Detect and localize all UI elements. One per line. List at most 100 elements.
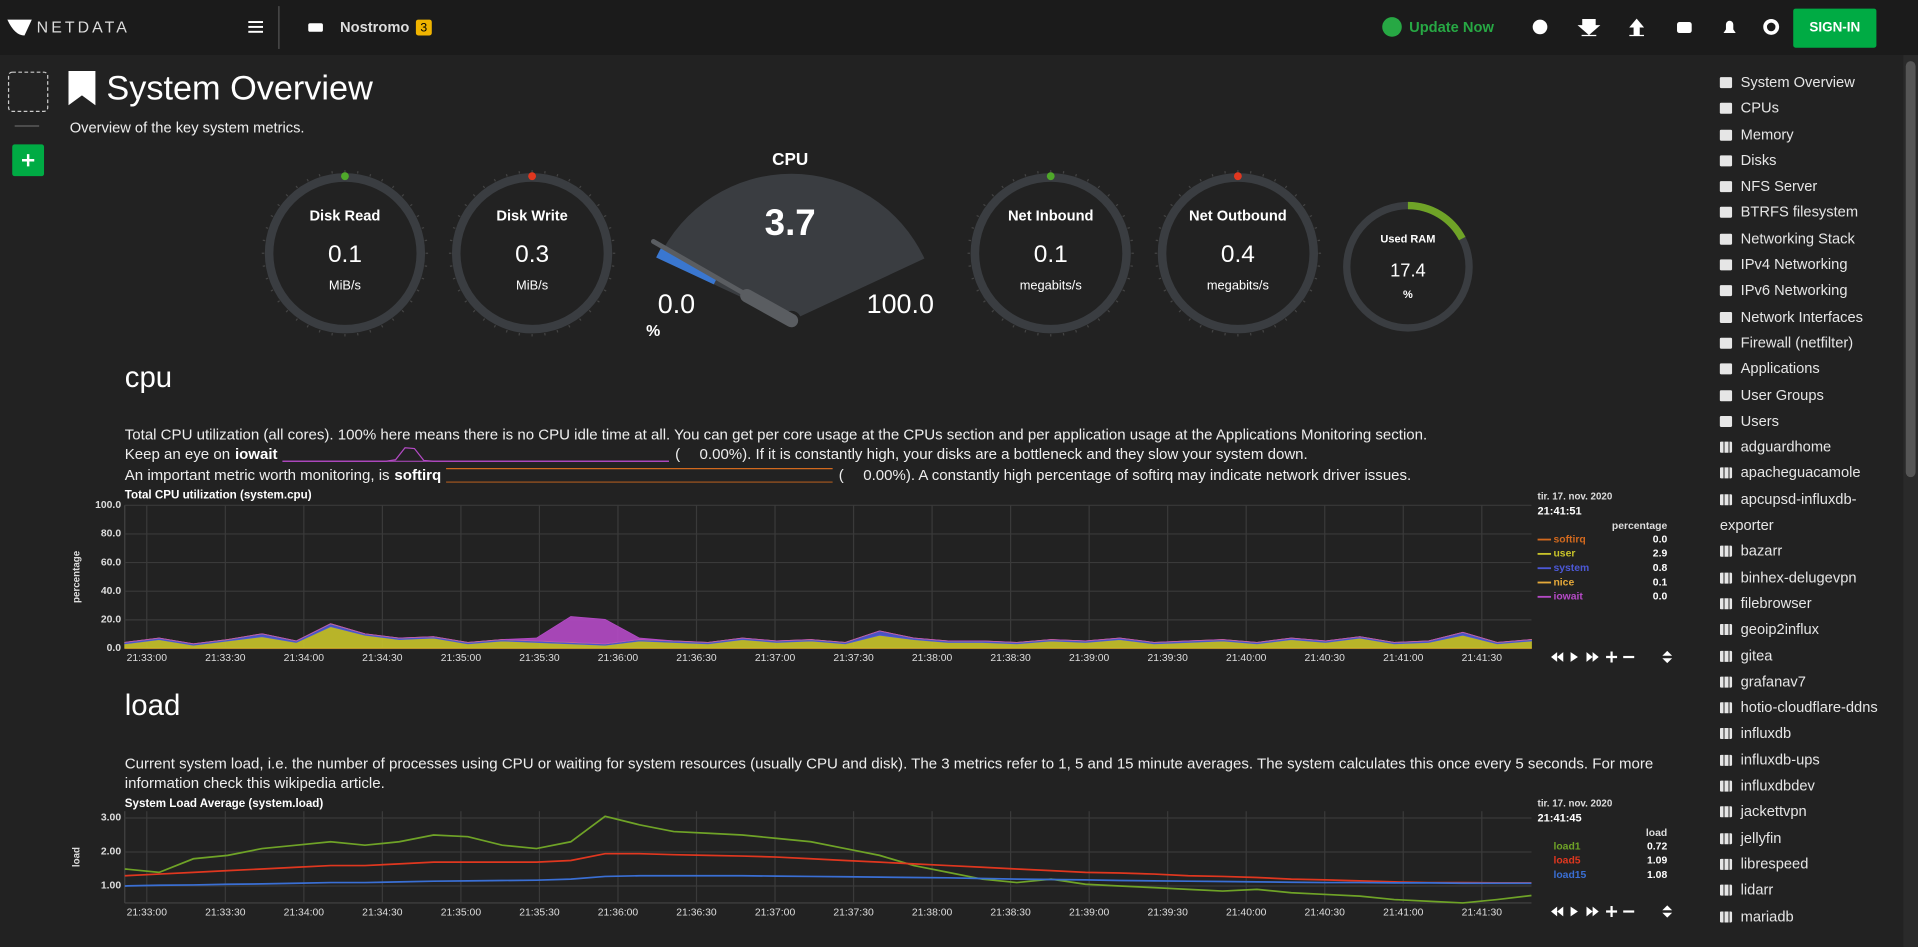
line-series bbox=[124, 815, 1532, 904]
x-tick-label: 21:36:00 bbox=[598, 907, 639, 918]
load-description: Current system load, i.e. the number of … bbox=[124, 754, 1654, 792]
menu-item[interactable]: IPv4 Networking bbox=[1719, 252, 1886, 278]
menu-item[interactable]: grafanav7 bbox=[1719, 669, 1886, 695]
x-tick-label: 21:36:30 bbox=[676, 653, 717, 664]
menu-icon bbox=[1719, 233, 1733, 245]
menu-item[interactable]: adguardhome bbox=[1719, 435, 1886, 461]
y-tick-label: 40.0 bbox=[101, 586, 121, 597]
menu-item[interactable]: Applications bbox=[1719, 356, 1886, 382]
menu-icon bbox=[1719, 415, 1733, 427]
gauge-tick bbox=[416, 214, 420, 218]
menu-item[interactable]: mariadb bbox=[1719, 904, 1886, 930]
menu-icon bbox=[1719, 155, 1733, 167]
menu-item[interactable]: jackettvpn bbox=[1719, 799, 1886, 825]
menu-item[interactable]: librespeed bbox=[1719, 851, 1886, 877]
x-tick-label: 21:38:30 bbox=[990, 907, 1031, 918]
x-tick-label: 21:40:30 bbox=[1305, 653, 1346, 664]
update-button[interactable]: Update Now bbox=[1409, 20, 1494, 36]
gauge-tick bbox=[1075, 329, 1078, 333]
chart-control[interactable] bbox=[1586, 906, 1599, 917]
gauge-tick bbox=[1284, 318, 1288, 321]
chart-title: System Load Average (system.load) bbox=[125, 797, 324, 810]
gauge-tick bbox=[1273, 324, 1277, 328]
gauge-tick bbox=[1163, 214, 1167, 218]
menu-item[interactable]: apcupsd-influxdb-exporter bbox=[1719, 487, 1886, 539]
menu-item[interactable]: influxdb-ups bbox=[1719, 747, 1886, 773]
add-icon bbox=[22, 154, 35, 167]
gauge-tick bbox=[579, 318, 582, 321]
signin-button[interactable] bbox=[1793, 8, 1877, 48]
x-tick-label: 21:39:00 bbox=[1069, 653, 1110, 664]
menu-item[interactable]: CPUs bbox=[1719, 96, 1886, 122]
x-tick-label: 21:41:00 bbox=[1383, 653, 1424, 664]
cpu-gauge-min: 0.0 bbox=[658, 289, 695, 319]
menu-item[interactable]: lidarr bbox=[1719, 878, 1886, 904]
menu-icon bbox=[1719, 598, 1733, 610]
menu-icon bbox=[1719, 311, 1733, 323]
menu-item[interactable]: geoip2influx bbox=[1719, 617, 1886, 643]
menu-label: lidarr bbox=[1740, 881, 1774, 899]
menu-item[interactable]: gitea bbox=[1719, 643, 1886, 669]
menu-item[interactable]: IPv6 Networking bbox=[1719, 278, 1886, 304]
print-icon[interactable] bbox=[1677, 22, 1692, 34]
chart-control[interactable] bbox=[1570, 906, 1578, 917]
menu-item[interactable]: Network Interfaces bbox=[1719, 304, 1886, 330]
y-tick-label: 0.0 bbox=[107, 643, 122, 654]
menu-icon bbox=[1719, 728, 1733, 740]
menu-label: Memory bbox=[1740, 125, 1794, 143]
download-icon[interactable] bbox=[1577, 18, 1601, 37]
menu-item[interactable]: BTRFS filesystem bbox=[1719, 200, 1886, 226]
chart-control[interactable] bbox=[1551, 906, 1564, 917]
chart-control[interactable] bbox=[1570, 652, 1578, 662]
chart-control[interactable] bbox=[1606, 906, 1618, 918]
gauge-tick bbox=[597, 300, 600, 303]
gauge-value: 0.1 bbox=[1034, 241, 1068, 268]
y-tick-label: 2.00 bbox=[101, 847, 121, 858]
settings-icon[interactable] bbox=[1763, 18, 1780, 35]
line-series bbox=[124, 852, 1532, 884]
menu-icon bbox=[1719, 572, 1733, 584]
gauge-tick bbox=[457, 214, 461, 218]
menu-item[interactable]: jellyfin bbox=[1719, 825, 1886, 851]
metric-name: softirq bbox=[394, 467, 441, 484]
menu-item[interactable]: NFS Server bbox=[1719, 174, 1886, 200]
menu-item[interactable]: influxdb bbox=[1719, 721, 1886, 747]
menu-item[interactable]: Memory bbox=[1719, 122, 1886, 148]
chart-control[interactable] bbox=[1662, 905, 1673, 918]
text-fragment: ). If it is constantly high, your disks … bbox=[742, 446, 1308, 463]
menu-item[interactable]: Disks bbox=[1719, 148, 1886, 174]
menu-item[interactable]: bazarr bbox=[1719, 539, 1886, 565]
chart-control[interactable] bbox=[1662, 650, 1673, 664]
menu-label: Disks bbox=[1740, 151, 1777, 169]
y-axis-label: load bbox=[72, 847, 83, 867]
space-selector[interactable] bbox=[7, 71, 49, 112]
legend-value: 1.08 bbox=[1647, 870, 1667, 881]
menu-item[interactable]: User Groups bbox=[1719, 382, 1886, 408]
chart-control[interactable] bbox=[1586, 652, 1599, 662]
gauge-tick bbox=[579, 185, 582, 189]
gauge-value: 0.1 bbox=[328, 241, 362, 268]
upload-icon[interactable] bbox=[1629, 18, 1645, 37]
x-tick-label: 21:34:00 bbox=[284, 653, 325, 664]
scrollbar-thumb[interactable] bbox=[1905, 61, 1916, 478]
menu-item[interactable]: binhex-delugevpn bbox=[1719, 565, 1886, 591]
menu-item[interactable]: Users bbox=[1719, 408, 1886, 434]
menu-item[interactable]: Networking Stack bbox=[1719, 226, 1886, 252]
menu-item[interactable]: System Overview bbox=[1719, 70, 1886, 96]
cpu-gauge-title: CPU bbox=[772, 150, 808, 169]
menu-item[interactable]: hotio-cloudflare-ddns bbox=[1719, 695, 1886, 721]
y-axis-label: percentage bbox=[72, 550, 83, 603]
chart-control[interactable] bbox=[1606, 651, 1618, 663]
menu-item[interactable]: apacheguacamole bbox=[1719, 461, 1886, 487]
gauge-tick bbox=[391, 185, 395, 189]
legend-date: tir. 17. nov. 2020 bbox=[1538, 491, 1613, 502]
menu-label: IPv4 Networking bbox=[1740, 255, 1848, 273]
menu-item[interactable]: filebrowser bbox=[1719, 591, 1886, 617]
chart-control[interactable] bbox=[1551, 652, 1564, 662]
gauge-tick bbox=[452, 277, 456, 280]
help-icon[interactable] bbox=[1532, 19, 1548, 35]
menu-item[interactable]: influxdbdev bbox=[1719, 773, 1886, 799]
gauge-tick bbox=[1294, 194, 1298, 197]
alarm-icon[interactable] bbox=[1723, 20, 1736, 34]
menu-item[interactable]: Firewall (netfilter) bbox=[1719, 330, 1886, 356]
